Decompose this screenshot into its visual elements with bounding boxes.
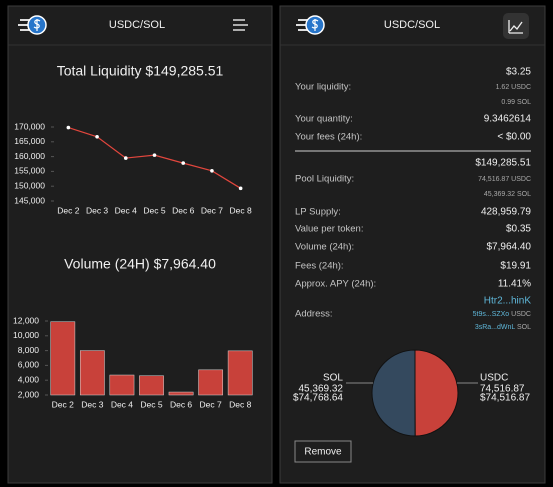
address-link[interactable]: Htr2...hinK	[484, 296, 532, 307]
y-tick-label: 150,000	[14, 180, 45, 190]
value: < $0.00	[497, 132, 531, 143]
token: SOL	[517, 324, 531, 331]
bar	[227, 350, 253, 396]
point	[181, 161, 186, 165]
x-tick-label: Dec 3	[86, 205, 108, 215]
label: LP Supply:	[295, 207, 341, 218]
x-tick-label: Dec 5	[143, 205, 165, 215]
logo	[18, 15, 47, 35]
x-tick-label: Dec 4	[115, 205, 137, 215]
y-tick-label: 2,000	[18, 389, 40, 399]
bar	[139, 375, 164, 396]
y-tick-label: 6,000	[18, 360, 40, 370]
label: Volume (24h):	[295, 242, 354, 253]
pie-label: USDC	[480, 373, 508, 384]
point	[123, 156, 128, 160]
details: $3.25 Your liquidity: 1.62 USDC 0.99 SOL…	[295, 67, 531, 331]
value: $3.25	[506, 67, 531, 78]
chart-title: Total Liquidity $149,285.51	[57, 63, 224, 79]
y-tick-label: 160,000	[14, 151, 45, 161]
logo	[296, 15, 325, 35]
token-address: 5t9s...SZXo USDC	[473, 311, 531, 318]
y-tick-label: 145,000	[14, 195, 45, 205]
remove-button[interactable]: Remove	[294, 440, 352, 463]
y-tick-label: 8,000	[18, 345, 40, 355]
token: USDC	[511, 311, 531, 318]
bar	[198, 369, 224, 396]
pie-slice	[371, 349, 416, 437]
y-tick-label: 12,000	[13, 315, 39, 325]
x-tick-label: Dec 6	[172, 205, 194, 215]
value: $149,285.51	[475, 158, 531, 169]
point	[66, 125, 71, 130]
pie-amount: 74,516.87	[480, 384, 525, 395]
token-address: 3sRa...dWnL SOL	[475, 324, 531, 331]
point	[152, 153, 157, 157]
button-frame[interactable]	[294, 440, 352, 463]
label: Approx. APY (24h):	[295, 279, 376, 290]
menu-button[interactable]	[233, 19, 248, 31]
y-tick-label: 165,000	[14, 136, 45, 146]
bar	[79, 350, 105, 396]
button-label[interactable]: Remove	[304, 447, 342, 458]
label: Your quantity:	[295, 114, 353, 125]
y-tick-label: 170,000	[14, 121, 45, 131]
amount: 74,516.87 USDC	[478, 176, 531, 183]
bar	[109, 374, 135, 396]
point	[210, 169, 214, 173]
label: Address:	[295, 309, 333, 320]
pie-slice	[414, 349, 459, 437]
label: Value per token:	[295, 224, 363, 235]
y-tick-label: 155,000	[14, 166, 45, 176]
label: Fees (24h):	[295, 261, 344, 272]
bar	[168, 391, 194, 396]
value: 9.3462614	[484, 114, 532, 125]
x-tick-label: Dec 5	[140, 399, 162, 409]
value: $7,964.40	[487, 242, 532, 253]
label: Your fees (24h):	[295, 132, 362, 143]
value: $19.91	[500, 261, 531, 272]
y-tick-label: 4,000	[18, 374, 40, 384]
amount: 1.62 USDC	[496, 84, 531, 91]
x-tick-label: Dec 7	[201, 205, 223, 215]
x-tick-label: Dec 2	[52, 399, 74, 409]
label: Your liquidity:	[295, 82, 351, 93]
bar	[50, 321, 76, 396]
value: $0.35	[506, 224, 531, 235]
pie-value-label: $74,768.64	[293, 393, 343, 404]
x-tick-label: Dec 8	[229, 399, 251, 409]
x-tick-label: Dec 4	[111, 399, 133, 409]
address-link[interactable]: 5t9s...SZXo	[473, 311, 510, 318]
header-title: USDC/SOL	[109, 19, 165, 31]
point	[95, 134, 99, 139]
x-tick-label: Dec 6	[170, 399, 192, 409]
label: Pool Liquidity:	[295, 174, 354, 185]
value: 11.41%	[498, 279, 531, 290]
address-link[interactable]: 3sRa...dWnL	[475, 324, 516, 331]
amount: 0.99 SOL	[501, 99, 531, 106]
value: 428,959.79	[481, 207, 531, 218]
x-tick-label: Dec 7	[200, 399, 222, 409]
pie-value-label: $74,516.87	[480, 393, 530, 404]
pie-amount: 45,369.32	[299, 384, 344, 395]
amount: 45,369.32 SOL	[484, 191, 531, 198]
y-tick-label: 10,000	[13, 330, 39, 340]
x-tick-label: Dec 3	[81, 399, 103, 409]
point	[238, 186, 243, 191]
chart-title: Volume (24H) $7,964.40	[64, 256, 216, 272]
x-tick-label: Dec 2	[57, 205, 79, 215]
header-title: USDC/SOL	[384, 19, 440, 31]
chart-button[interactable]	[503, 13, 529, 39]
pie-label: SOL	[323, 373, 343, 384]
left-panel	[7, 5, 273, 484]
x-tick-label: Dec 8	[230, 205, 252, 215]
